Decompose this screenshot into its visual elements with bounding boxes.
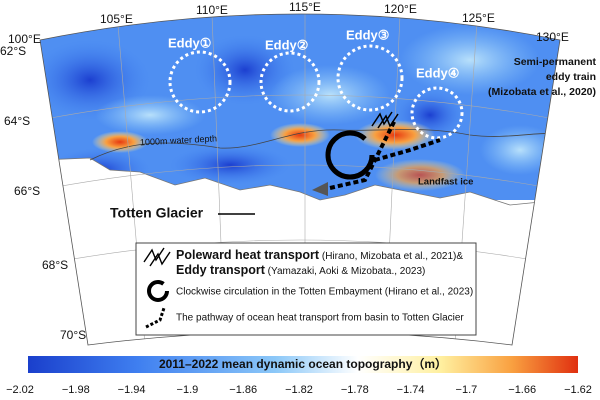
legend-text: (Yamazaki, Aoki & Mizobata., 2023): [265, 266, 425, 277]
map-shape: [270, 65, 390, 125]
legend-item: Clockwise circulation in the Totten Emba…: [176, 287, 473, 298]
lat-label: 62°S: [0, 44, 26, 58]
map-shape: [375, 159, 465, 191]
map-shape: [95, 95, 205, 135]
map-shape: [480, 125, 560, 175]
colorbar-tick-label: −1.82: [285, 384, 313, 396]
glacier-label: Totten Glacier: [110, 205, 204, 221]
map-shape: [355, 120, 435, 150]
colorbar-scale: [28, 356, 578, 373]
eddy-circle: [168, 50, 232, 114]
legend-icon: [145, 307, 166, 329]
map-shape: [92, 131, 148, 153]
colorbar-tick-label: −2.02: [6, 384, 34, 396]
poleward-transport-icon: [371, 111, 399, 129]
colorbar-ticks: −2.02 −1.98 −1.94 −1.9 −1.86 −1.82 −1.78 −1.74 −…: [6, 384, 592, 396]
legend-bold: Eddy transport: [176, 263, 266, 277]
colorbar-tick-label: −1.62: [564, 384, 592, 396]
colorbar-tick-label: −1.86: [229, 384, 257, 396]
lat-label: 68°S: [42, 258, 68, 272]
eddy-circle: [259, 51, 321, 113]
colorbar-tick-label: −1.74: [397, 384, 425, 396]
eddy-circles: [168, 44, 464, 140]
clockwise-circulation: [325, 130, 375, 180]
lon-label: 115°E: [289, 0, 321, 14]
map-shape: [400, 25, 540, 95]
legend: Poleward heat transport (Hirano, Mizobat…: [135, 242, 477, 336]
lon-label: 105°E: [100, 12, 133, 26]
eddy-circle: [336, 44, 404, 112]
legend-item: Poleward heat transport (Hirano, Mizobat…: [176, 248, 463, 262]
colorbar-tick-label: −1.7: [456, 384, 478, 396]
lat-label: 70°S: [60, 328, 86, 342]
ice-label: Landfast ice: [418, 177, 473, 188]
legend-icon: [143, 247, 171, 267]
latitude-labels: 62°S 64°S 66°S 68°S 70°S: [0, 44, 86, 342]
map-shape: [170, 145, 290, 185]
eddy-train-note: (Mizobata et al., 2020): [488, 86, 596, 98]
eddy-circle: [410, 86, 464, 140]
lat-label: 64°S: [4, 114, 30, 128]
colorbar-title: 2011–2022 mean dynamic ocean topography（…: [159, 356, 447, 371]
map-shape: [270, 123, 330, 147]
map-shape: [195, 35, 295, 105]
eddy-label: Eddy③: [346, 27, 389, 42]
map-shape: [40, 94, 560, 121]
legend-text: (Hirano, Mizobata et al., 2021)&: [319, 251, 463, 262]
lon-label: 110°E: [196, 3, 228, 17]
map-shape: [40, 164, 560, 191]
lon-label: 100°E: [8, 32, 41, 46]
lon-label: 125°E: [462, 11, 495, 25]
legend-icon: [147, 280, 169, 302]
isobath-1000m: [89, 129, 560, 161]
lon-label: 120°E: [384, 2, 417, 16]
eddy-label: Eddy④: [416, 65, 459, 80]
colorbar: 2011–2022 mean dynamic ocean topography（…: [6, 356, 592, 396]
eddy-train-note: Semi-permanent: [514, 56, 597, 68]
colorbar-tick-label: −1.94: [118, 384, 146, 396]
pathway-arrow: [312, 182, 328, 196]
legend-box: [135, 242, 477, 336]
eddy-label: Eddy①: [168, 35, 211, 50]
legend-item: Eddy transport (Yamazaki, Aoki & Mizobat…: [176, 263, 425, 277]
colorbar-tick-label: −1.9: [177, 384, 199, 396]
lat-label: 66°S: [14, 184, 40, 198]
heat-pathway: [329, 119, 441, 190]
longitude-labels: 100°E 105°E 110°E 115°E 120°E 125°E 130°…: [8, 0, 569, 46]
depth-label: 1000m water depth: [140, 133, 217, 147]
colorbar-tick-label: −1.66: [508, 384, 536, 396]
legend-bold: Poleward heat transport: [176, 248, 320, 262]
eddy-train-note: eddy train: [546, 71, 596, 83]
colorbar-tick-label: −1.98: [62, 384, 90, 396]
lon-label: 130°E: [536, 30, 569, 44]
map-shape: [40, 239, 560, 266]
eddy-label: Eddy②: [265, 37, 308, 52]
colorbar-tick-label: −1.78: [341, 384, 369, 396]
legend-item: The pathway of ocean heat transport from…: [176, 313, 464, 324]
